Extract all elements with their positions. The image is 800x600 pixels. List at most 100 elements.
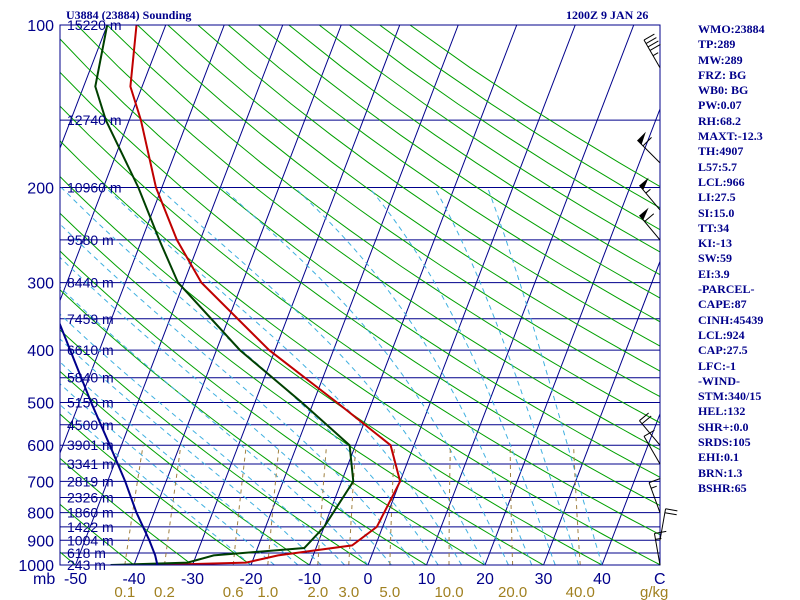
- height-label: 1422 m: [67, 519, 114, 535]
- wind-barb: [648, 478, 661, 513]
- mixing-ratio-tick-label: 3.0: [338, 584, 359, 600]
- wind-barb-feather: [644, 213, 655, 222]
- index-line: TP:289: [698, 37, 736, 52]
- wind-barb: [659, 508, 678, 541]
- index-line: SI:15.0: [698, 205, 735, 220]
- pressure-tick-label: 600: [27, 438, 54, 455]
- dry-adiabat-line: [60, 503, 135, 565]
- temperature-tick-label: 0: [364, 571, 373, 588]
- mixing-ratio-tick-label: 0.1: [114, 584, 135, 600]
- isotherm-line: [426, 25, 635, 565]
- wind-barb-staff: [637, 139, 661, 164]
- dry-adiabat-line: [318, 25, 660, 253]
- index-line: MW:289: [698, 52, 743, 67]
- wind-barb-feather: [649, 44, 661, 51]
- index-line: HEL:132: [698, 404, 746, 419]
- index-line: SRDS:105: [698, 435, 751, 450]
- temperature-tick-label: 20: [476, 571, 494, 588]
- chart-title-left: U3884 (23884) Sounding: [66, 8, 192, 22]
- height-label: 2326 m: [67, 490, 114, 506]
- wind-barb-staff: [659, 508, 667, 541]
- pressure-tick-label: 800: [27, 506, 54, 523]
- wind-barb-feather: [639, 412, 649, 422]
- wind-barb: [643, 33, 661, 69]
- dry-adiabat-line: [106, 25, 660, 424]
- temperature-tick-label: -20: [239, 571, 262, 588]
- dry-adiabat-line: [60, 250, 486, 565]
- wind-barb: [637, 131, 661, 164]
- isotherm-line: [60, 25, 225, 455]
- dewpoint-profile-line: [94, 25, 355, 565]
- dry-adiabat-line: [167, 25, 660, 372]
- wind-barb: [639, 177, 661, 211]
- isotherm-line: [484, 107, 660, 565]
- profile-lines: [60, 25, 402, 565]
- moist-adiabat-line: [60, 313, 345, 565]
- height-label: 3341 m: [67, 456, 114, 472]
- wind-barb-flag: [639, 177, 649, 190]
- pressure-tick-label: 500: [27, 395, 54, 412]
- moist-adiabat-line: [158, 187, 486, 565]
- wind-barb: [643, 429, 661, 465]
- wind-barb: [639, 207, 661, 241]
- wind-barb-feather: [665, 508, 678, 512]
- index-line: FRZ: BG: [698, 67, 747, 82]
- height-label: 7459 m: [67, 311, 114, 327]
- index-line: TH:4907: [698, 144, 744, 159]
- moist-adiabat-line: [294, 187, 533, 565]
- temperature-tick-label: -30: [181, 571, 204, 588]
- wind-barbs: [637, 33, 678, 566]
- index-line: WMO:23884: [698, 22, 765, 36]
- wind-barb-staff: [648, 482, 661, 513]
- mixing-ratio-line: [448, 445, 451, 565]
- mixing-ratio-unit-label: g/kg: [640, 584, 668, 600]
- index-line: WB0: BG: [698, 83, 749, 98]
- index-line: -PARCEL-: [698, 282, 755, 297]
- mixing-ratio-tick-label: 20.0: [498, 584, 527, 600]
- dry-adiabat-line: [60, 105, 660, 536]
- moist-adiabat-line: [105, 187, 463, 565]
- chart-title-right: 1200Z 9 JAN 26: [566, 8, 649, 22]
- moist-adiabat-line: [221, 187, 509, 565]
- wind-barb-flag: [639, 207, 649, 220]
- index-line: LI:27.5: [698, 190, 736, 205]
- height-label: 10960 m: [67, 180, 121, 196]
- wind-barb-feather: [664, 512, 677, 516]
- dry-adiabat-line: [60, 140, 660, 565]
- dry-adiabat-line: [60, 289, 427, 565]
- moist-adiabat-line: [60, 256, 392, 565]
- mixing-ratio-line: [348, 445, 357, 565]
- index-line: LCL:966: [698, 174, 745, 189]
- wind-barb-feather: [642, 137, 652, 147]
- mixing-ratio-line: [509, 445, 514, 565]
- stability-indices-panel: WMO:23884 TP:289 MW:289 FRZ: BG WB0: BG PW:0.…: [698, 22, 798, 496]
- index-line: EHI:0.1: [698, 450, 740, 465]
- isotherm-line: [309, 25, 518, 565]
- mixing-ratio-tick-label: 2.0: [307, 584, 328, 600]
- isotherm-line: [250, 25, 459, 565]
- temperature-tick-label: -40: [122, 571, 145, 588]
- wind-barb-half-feather: [655, 537, 662, 540]
- wind-barb-half-feather: [645, 188, 651, 194]
- dry-adiabat-line: [197, 25, 660, 347]
- mixing-ratio-tick-label: 40.0: [566, 584, 595, 600]
- isotherm-line: [75, 25, 284, 565]
- height-label: 1004 m: [67, 532, 114, 548]
- isotherm-line: [192, 25, 401, 565]
- mixing-ratio-line: [164, 445, 182, 565]
- moist-adiabat-line: [368, 187, 556, 565]
- index-line: MAXT:-12.3: [698, 129, 763, 144]
- pressure-tick-label: 200: [27, 181, 54, 198]
- mixing-ratio-tick-label: 0.2: [154, 584, 175, 600]
- mixing-ratio-line: [267, 445, 280, 565]
- wind-barb-staff: [643, 436, 661, 465]
- wind-barb-staff: [643, 39, 661, 69]
- isotherm-line: [60, 25, 167, 302]
- index-line: TT:34: [698, 220, 730, 235]
- index-line: BRN:1.3: [698, 465, 743, 480]
- isotherm-line: [601, 412, 660, 565]
- wind-barb-half-feather: [652, 52, 659, 57]
- index-line: SW:59: [698, 251, 733, 266]
- pressure-tick-label: 100: [27, 18, 54, 35]
